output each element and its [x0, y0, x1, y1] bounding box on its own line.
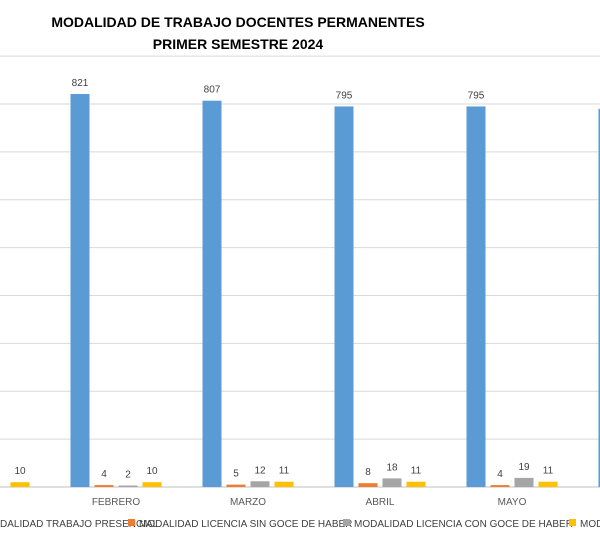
bar	[358, 483, 378, 487]
bar	[598, 108, 600, 487]
category-label: FEBRERO	[92, 497, 141, 508]
data-label: 8	[365, 467, 371, 478]
data-label: 4	[101, 469, 107, 480]
legend-label: MODA	[580, 519, 600, 530]
bar	[10, 482, 30, 487]
data-labels: 821 807 795 795 4 5 8 4 2 12 18 19 10 10 11 11 11	[14, 78, 553, 481]
bar	[94, 485, 114, 487]
category-label: MARZO	[230, 497, 266, 508]
bar	[142, 482, 162, 487]
data-label: 821	[72, 78, 89, 89]
bar	[202, 100, 222, 487]
data-label: 2	[125, 470, 131, 481]
bar	[250, 481, 270, 487]
data-label: 19	[518, 462, 530, 473]
legend-swatch	[128, 519, 135, 526]
data-label: 10	[14, 466, 26, 477]
data-label: 12	[254, 465, 266, 476]
bar	[70, 94, 90, 487]
gridlines	[0, 55, 600, 488]
data-label: 10	[146, 466, 158, 477]
bar	[274, 481, 294, 487]
bar	[382, 478, 402, 487]
data-label: 18	[386, 462, 398, 473]
data-label: 11	[543, 466, 554, 477]
data-label: 807	[204, 85, 221, 96]
legend-swatch	[343, 519, 350, 526]
bar	[406, 481, 426, 487]
category-label: MAYO	[498, 497, 527, 508]
legend-label: MODALIDAD LICENCIA SIN GOCE DE HABER	[139, 519, 352, 530]
legend-label: DALIDAD TRABAJO PRESENCIAL	[0, 519, 159, 530]
bar	[538, 481, 558, 487]
bar	[490, 485, 510, 487]
bar	[226, 484, 246, 487]
chart-title: MODALIDAD DE TRABAJO DOCENTES PERMANENTE…	[51, 14, 424, 30]
bar	[118, 485, 138, 487]
data-label: 11	[411, 466, 422, 477]
data-label: 11	[279, 466, 290, 477]
category-labels: FEBRERO MARZO ABRIL MAYO	[92, 497, 527, 508]
bar	[514, 477, 534, 487]
data-label: 5	[233, 469, 239, 480]
data-label: 795	[336, 90, 353, 101]
bar	[466, 106, 486, 487]
legend-swatch	[569, 519, 576, 526]
category-label: ABRIL	[366, 497, 395, 508]
bars	[10, 94, 600, 487]
bar	[334, 106, 354, 487]
data-label: 4	[497, 469, 503, 480]
chart-subtitle: PRIMER SEMESTRE 2024	[153, 36, 324, 52]
data-label: 795	[468, 90, 485, 101]
legend-label: MODALIDAD LICENCIA CON GOCE DE HABER	[354, 519, 573, 530]
